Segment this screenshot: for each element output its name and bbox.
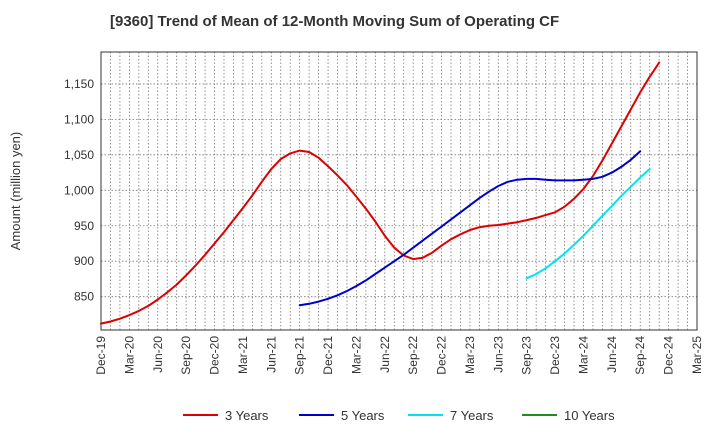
series-line-7-years <box>525 168 651 280</box>
x-tick-label: Sep-20 <box>179 336 193 375</box>
x-tick-label: Dec-24 <box>662 336 676 375</box>
chart-title: [9360] Trend of Mean of 12-Month Moving … <box>110 13 559 30</box>
x-tick-label: Sep-21 <box>293 336 307 375</box>
y-tick-label: 1,000 <box>64 183 94 197</box>
series-group <box>100 61 661 325</box>
x-tick-label: Jun-20 <box>151 336 165 373</box>
x-tick-label: Mar-24 <box>576 336 590 374</box>
x-tick-label: Dec-21 <box>321 336 335 375</box>
legend-label: 10 Years <box>564 408 615 423</box>
legend: 3 Years 5 Years 7 Years 10 Years <box>183 408 615 423</box>
y-tick-label: 1,150 <box>64 77 94 91</box>
x-tick-labels: Dec-19 Mar-20 Jun-20 Sep-20 Dec-20 Mar-21 Jun-… <box>94 336 704 375</box>
y-tick-label: 900 <box>74 254 94 268</box>
series-line-3-years <box>100 61 661 325</box>
y-tick-label: 850 <box>74 290 94 304</box>
y-tick-label: 1,050 <box>64 148 94 162</box>
series-line-5-years <box>298 150 642 307</box>
x-tick-label: Dec-22 <box>435 336 449 375</box>
x-tick-label: Jun-24 <box>605 336 619 373</box>
x-tick-label: Jun-21 <box>264 336 278 373</box>
x-tick-label: Mar-20 <box>122 336 136 374</box>
y-tick-labels: 850 900 950 1,000 1,050 1,100 1,150 <box>64 77 94 304</box>
x-tick-label: Sep-23 <box>520 336 534 375</box>
legend-label: 7 Years <box>450 408 494 423</box>
legend-label: 5 Years <box>341 408 385 423</box>
x-tick-label: Dec-23 <box>548 336 562 375</box>
x-tick-label: Dec-19 <box>94 336 108 375</box>
x-tick-label: Sep-24 <box>633 336 647 375</box>
x-tick-label: Mar-22 <box>349 336 363 374</box>
y-axis-label: Amount (million yen) <box>8 132 23 251</box>
legend-label: 3 Years <box>225 408 269 423</box>
x-tick-label: Jun-23 <box>491 336 505 373</box>
x-tick-label: Sep-22 <box>406 336 420 375</box>
x-tick-label: Mar-25 <box>690 336 704 374</box>
y-tick-label: 1,100 <box>64 112 94 126</box>
y-tick-label: 950 <box>74 219 94 233</box>
x-tick-label: Jun-22 <box>378 336 392 373</box>
x-tick-label: Mar-21 <box>236 336 250 374</box>
plot-frame <box>100 51 698 331</box>
grid-group <box>100 52 698 330</box>
x-tick-label: Mar-23 <box>463 336 477 374</box>
x-tick-label: Dec-20 <box>208 336 222 375</box>
